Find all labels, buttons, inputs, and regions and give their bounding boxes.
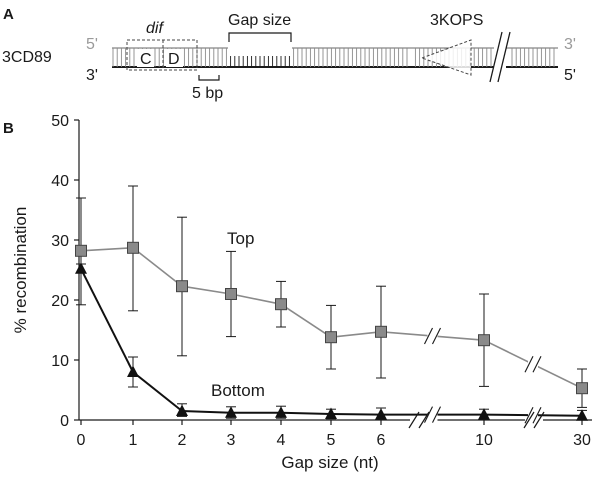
series-segment <box>280 303 332 338</box>
data-point <box>576 382 588 395</box>
data-point <box>176 404 188 416</box>
plot-series <box>75 185 588 425</box>
site-d-label: D <box>168 51 180 68</box>
data-point <box>375 325 387 338</box>
bottom-strand-3prime: 3' <box>86 67 98 84</box>
line-break-slash <box>432 406 441 423</box>
data-point <box>75 244 87 257</box>
line-break-slash <box>424 406 433 423</box>
x-tick-label: 0 <box>77 432 86 449</box>
y-tick-label: 30 <box>51 233 69 250</box>
y-tick-label: 0 <box>60 413 69 430</box>
series-bottom <box>75 262 588 425</box>
y-axis-title: % recombination <box>11 207 30 334</box>
top-strand-3prime: 3' <box>564 36 576 53</box>
data-point <box>225 406 237 418</box>
series-segment <box>280 411 332 415</box>
data-point <box>275 406 287 418</box>
gap-bracket: Gap size <box>228 12 292 42</box>
axis-break-marks <box>408 411 545 429</box>
data-point <box>275 298 287 311</box>
data-point <box>325 407 337 419</box>
y-tick-label: 50 <box>51 113 69 130</box>
bottom-strand-5prime: 5' <box>564 67 576 84</box>
data-point <box>478 408 490 420</box>
dif-label: dif <box>146 20 164 37</box>
data-point <box>325 331 337 344</box>
line-break-gap <box>528 406 538 425</box>
series-segment <box>181 410 232 414</box>
kops-label: 3KOPS <box>430 12 483 29</box>
site-c-label: C <box>140 51 152 68</box>
x-tick-label: 6 <box>377 432 386 449</box>
line-break-gap <box>427 327 438 345</box>
data-point <box>576 409 588 421</box>
data-point <box>127 241 139 254</box>
substrate-name: 3CD89 <box>2 49 52 66</box>
x-axis-break-slash <box>533 411 545 429</box>
x-tick-label: 3 <box>227 432 236 449</box>
data-point <box>478 334 490 347</box>
x-axis-break-slash <box>523 411 535 429</box>
data-point <box>225 288 237 300</box>
x-tick-label: 4 <box>277 432 286 449</box>
line-break-gap <box>528 355 538 374</box>
series-segment <box>230 293 282 305</box>
data-point <box>176 280 188 293</box>
series-segment <box>132 371 183 412</box>
y-tick-label: 10 <box>51 353 69 370</box>
scale-bar: 5 bp <box>192 75 223 102</box>
strand-break-marks <box>489 31 511 83</box>
line-break-slash <box>432 327 441 345</box>
gap-size-label: Gap size <box>228 12 291 29</box>
series-segment <box>132 247 183 287</box>
dif-site: C D dif <box>126 20 198 71</box>
line-break-slash <box>532 406 542 424</box>
series-top <box>75 185 588 408</box>
panel-a: A 3CD89 5' 3' 3' 5' C D dif Gap size <box>2 6 576 102</box>
series-segment <box>80 247 134 252</box>
panel-a-letter: A <box>3 6 14 23</box>
x-axis: 0 1 2 3 4 5 6 10 30 <box>77 419 592 449</box>
site-d-background <box>166 49 183 67</box>
data-point <box>127 365 139 377</box>
series-label-top: Top <box>227 229 254 248</box>
y-tick-label: 20 <box>51 293 69 310</box>
x-tick-label: 10 <box>475 432 493 449</box>
series-segment <box>330 331 382 338</box>
kops-motif: 3KOPS <box>420 12 483 76</box>
data-point <box>75 262 87 274</box>
x-tick-label: 5 <box>327 432 336 449</box>
x-axis-break-slash <box>418 411 430 429</box>
x-tick-label: 1 <box>129 432 138 449</box>
x-tick-label: 30 <box>573 432 591 449</box>
panel-b: B 0 10 20 30 40 50 % recombination 0 1 2 3 4 5 6 10 3… <box>3 113 592 472</box>
y-ticks: 0 10 20 30 40 50 <box>51 113 79 430</box>
x-tick-label: 2 <box>178 432 187 449</box>
y-axis: 0 10 20 30 40 50 <box>51 113 80 430</box>
x-ticks: 0 1 2 3 4 5 6 10 30 <box>77 420 591 449</box>
series-segment <box>330 413 382 416</box>
y-tick-label: 40 <box>51 173 69 190</box>
data-point <box>375 408 387 420</box>
line-break-slash <box>524 406 534 424</box>
line-break-slash <box>532 355 542 373</box>
line-break-slash <box>424 327 433 345</box>
top-strand-5prime: 5' <box>86 36 98 53</box>
series-segment <box>80 268 134 373</box>
dif-box <box>126 39 198 71</box>
x-axis-title: Gap size (nt) <box>281 453 378 472</box>
x-axis-break-slash <box>408 411 420 429</box>
site-c-background <box>137 49 154 67</box>
line-break-gap <box>427 405 438 424</box>
line-break-slash <box>524 355 534 373</box>
panel-b-letter: B <box>3 120 14 137</box>
scale-bar-label: 5 bp <box>192 85 223 102</box>
series-segment <box>181 285 232 295</box>
series-label-bottom: Bottom <box>211 381 265 400</box>
